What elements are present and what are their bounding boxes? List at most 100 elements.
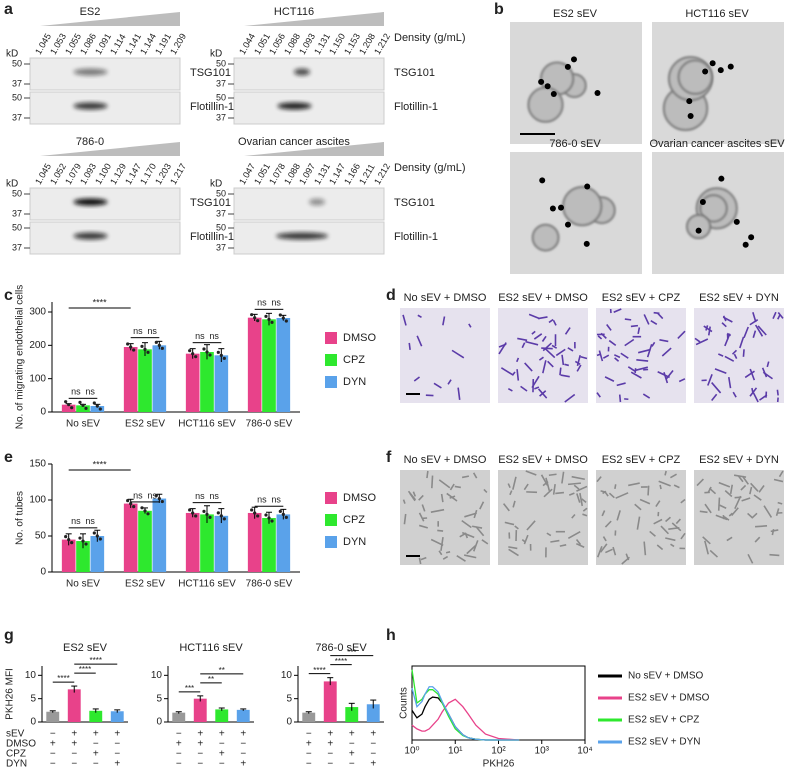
bar bbox=[90, 536, 105, 572]
vesicle bbox=[562, 185, 603, 227]
data-point bbox=[188, 349, 192, 353]
gold-particle bbox=[748, 234, 755, 241]
bar bbox=[172, 712, 186, 722]
y-axis-label: No. of tubes bbox=[15, 491, 26, 545]
data-point bbox=[222, 356, 226, 360]
cell-stroke bbox=[547, 360, 554, 368]
x-tick-label: ES2 sEV bbox=[125, 579, 165, 590]
cell-stroke bbox=[526, 520, 536, 531]
data-point bbox=[264, 314, 268, 318]
significance-label: **** bbox=[79, 665, 91, 674]
legend-swatch bbox=[325, 492, 337, 504]
band-label: TSG101 bbox=[190, 197, 231, 209]
gold-particle bbox=[733, 218, 740, 225]
data-point bbox=[92, 531, 96, 535]
cell-stroke bbox=[437, 529, 444, 532]
panel-label: b bbox=[494, 1, 504, 18]
cell-stroke bbox=[711, 393, 718, 402]
kd-marker: 37 bbox=[12, 208, 22, 218]
significance-label: ns bbox=[209, 331, 219, 341]
data-point bbox=[256, 514, 260, 518]
significance-label: **** bbox=[335, 657, 347, 666]
cell-stroke bbox=[582, 513, 588, 517]
cell-stroke bbox=[737, 475, 744, 483]
gold-particle bbox=[717, 67, 724, 74]
cell-stroke bbox=[538, 356, 544, 361]
cell-stroke bbox=[731, 349, 738, 355]
cell-stroke bbox=[695, 338, 709, 346]
cell-stroke bbox=[752, 392, 759, 403]
kd-marker: 37 bbox=[12, 112, 22, 122]
bar bbox=[89, 710, 103, 722]
cell-stroke bbox=[770, 529, 779, 533]
cell-stroke bbox=[671, 522, 682, 532]
cell-stroke bbox=[718, 353, 724, 357]
blot-band bbox=[73, 102, 108, 110]
data-point bbox=[67, 538, 71, 542]
data-point bbox=[64, 400, 68, 404]
treatment-sign: − bbox=[349, 759, 355, 770]
cell-stroke bbox=[763, 505, 773, 518]
data-point bbox=[132, 348, 136, 352]
cell-stroke bbox=[634, 503, 642, 511]
data-point bbox=[219, 353, 223, 357]
bar bbox=[138, 349, 152, 412]
data-point bbox=[250, 313, 254, 317]
significance-label: *** bbox=[185, 684, 194, 693]
cell-stroke bbox=[552, 319, 557, 326]
cell-stroke bbox=[534, 386, 540, 390]
bar bbox=[200, 352, 214, 412]
legend-label: CPZ bbox=[343, 354, 365, 366]
cell-stroke bbox=[516, 357, 520, 363]
cell-stroke bbox=[620, 352, 629, 359]
density-label: 1.217 bbox=[168, 162, 188, 187]
bar bbox=[214, 355, 229, 412]
cell-stroke bbox=[724, 355, 735, 362]
cell-stroke bbox=[421, 504, 426, 512]
cell-stroke bbox=[753, 494, 762, 501]
cell-stroke bbox=[456, 555, 466, 562]
cell-stroke bbox=[575, 539, 582, 546]
significance-label: **** bbox=[57, 674, 69, 683]
treatment-sign: − bbox=[71, 759, 77, 770]
data-point bbox=[250, 508, 254, 512]
data-point bbox=[95, 404, 99, 408]
data-point bbox=[67, 403, 71, 407]
chart-title: ES2 sEV bbox=[63, 642, 108, 654]
legend-swatch bbox=[325, 536, 337, 548]
micrograph-title: ES2 sEV + DYN bbox=[699, 454, 779, 466]
data-point bbox=[143, 347, 147, 351]
bar bbox=[90, 406, 105, 412]
cell-stroke bbox=[723, 516, 730, 521]
band-label: TSG101 bbox=[394, 197, 435, 209]
treatment-sign: − bbox=[327, 749, 333, 760]
significance-label: **** bbox=[93, 297, 108, 307]
bar bbox=[345, 707, 359, 722]
cell-stroke bbox=[464, 554, 477, 559]
treatment-sign: + bbox=[327, 729, 333, 740]
vesicle bbox=[699, 194, 728, 223]
y-tick-label: 200 bbox=[29, 340, 46, 351]
cell-stroke bbox=[665, 537, 676, 542]
cell-stroke bbox=[416, 335, 423, 347]
gold-particle bbox=[584, 183, 591, 190]
cell-stroke bbox=[621, 556, 630, 565]
cell-stroke bbox=[749, 319, 759, 326]
legend-swatch bbox=[325, 332, 337, 344]
bar bbox=[67, 689, 81, 722]
cell-stroke bbox=[546, 532, 552, 537]
cell-stroke bbox=[628, 482, 640, 487]
chart-title: 786-0 sEV bbox=[315, 642, 367, 654]
gold-particle bbox=[699, 199, 706, 206]
data-point bbox=[157, 496, 161, 501]
treatment-sign: − bbox=[114, 739, 120, 750]
bar bbox=[123, 347, 138, 412]
significance-label: ns bbox=[133, 326, 143, 336]
y-tick-label: 5 bbox=[30, 693, 36, 704]
blot-image bbox=[233, 91, 385, 125]
data-point bbox=[84, 542, 88, 546]
cell-stroke bbox=[630, 371, 642, 379]
cell-stroke bbox=[665, 516, 671, 523]
legend-swatch bbox=[325, 354, 337, 366]
